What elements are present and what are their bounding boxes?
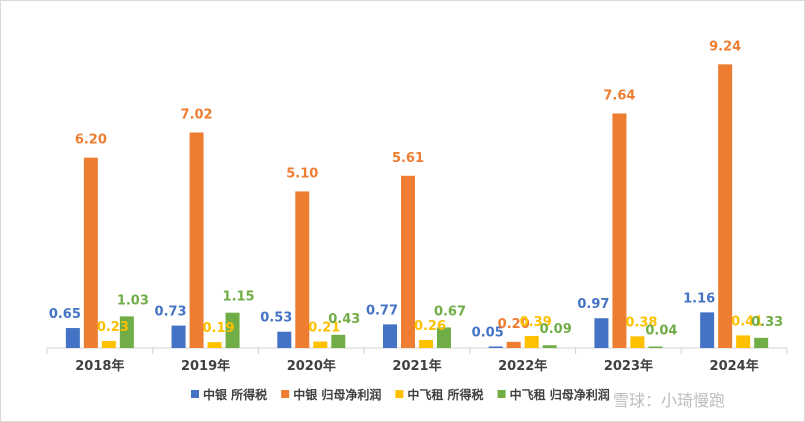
bar-1 — [171, 325, 186, 348]
bar-3 — [207, 342, 222, 348]
bar-3 — [736, 335, 751, 348]
legend: 中银 所得税 中银 归母净利润 中飞租 所得税 中飞租 归母净利润 — [191, 387, 610, 402]
data-label: 6.20 — [75, 133, 107, 148]
bar-2 — [189, 132, 204, 348]
bar-1 — [383, 324, 397, 348]
data-label: 0.38 — [625, 315, 657, 330]
x-tick-label: 2024年 — [710, 358, 759, 374]
x-tick-label: 2021年 — [392, 358, 441, 374]
watermark-text: 雪球：小琦慢跑 — [613, 391, 725, 410]
data-label: 1.16 — [683, 291, 715, 306]
data-label: 5.10 — [286, 166, 318, 181]
data-label: 0.33 — [751, 315, 783, 330]
data-label: 0.97 — [577, 297, 609, 312]
legend-label: 中银 所得税 — [203, 387, 267, 402]
bar-4 — [648, 346, 663, 348]
bar-1 — [65, 328, 80, 348]
legend-label: 中飞租 归母净利润 — [510, 387, 610, 402]
bar-4 — [754, 337, 769, 348]
data-label: 0.05 — [472, 325, 504, 340]
bar-4 — [437, 327, 451, 348]
axis-layer: 2018年 2019年 2020年 2021年 2022年 2023年 2024年 — [46, 347, 788, 374]
data-label: 0.39 — [520, 315, 552, 330]
data-label: 0.73 — [155, 305, 187, 320]
bar-4 — [331, 334, 346, 348]
x-tick-label: 2023年 — [604, 358, 653, 374]
data-label: 0.20 — [498, 317, 530, 332]
bar-2 — [612, 113, 627, 349]
x-tick-label: 2018年 — [75, 358, 124, 374]
bar-4 — [542, 345, 557, 348]
data-label: 0.09 — [540, 322, 572, 337]
x-tick-label: 2019年 — [181, 358, 230, 374]
data-label: 0.53 — [260, 311, 292, 326]
x-tick-label: 2022年 — [498, 358, 547, 374]
data-label: 0.67 — [434, 304, 466, 319]
bar-1 — [700, 312, 715, 348]
legend-label: 中飞租 所得税 — [407, 387, 483, 402]
bar-4 — [119, 316, 134, 348]
bar-3 — [101, 340, 116, 348]
data-label: 0.23 — [97, 320, 129, 335]
bar-3 — [630, 336, 645, 348]
data-label: 5.61 — [392, 151, 424, 166]
bar-4 — [225, 312, 240, 348]
bar-1 — [488, 346, 503, 348]
bar-2 — [83, 157, 98, 348]
data-label: 1.03 — [117, 293, 149, 308]
legend-swatch — [191, 390, 199, 398]
bar-layer — [65, 64, 769, 349]
data-label: 0.43 — [328, 312, 360, 327]
data-label: 1.15 — [223, 290, 255, 305]
bar-2 — [295, 191, 310, 348]
bar-1 — [594, 318, 609, 348]
data-label: 0.26 — [414, 319, 446, 334]
data-label: 0.04 — [645, 324, 677, 339]
bar-3 — [524, 336, 539, 348]
data-label-layer: 0.65 6.20 0.23 1.03 0.73 7.02 0.19 1.15 0.53 5.10… — [49, 39, 783, 340]
bar-2 — [718, 64, 733, 348]
data-label: 0.65 — [49, 307, 81, 322]
bar-2 — [401, 175, 415, 348]
bar-3 — [313, 341, 328, 348]
bar-1 — [277, 331, 292, 348]
legend-swatch — [497, 390, 506, 398]
data-label: 0.19 — [203, 321, 235, 336]
bar-2 — [506, 341, 521, 348]
legend-label: 中银 归母净利润 — [293, 387, 381, 402]
data-label: 0.41 — [731, 314, 763, 329]
data-label: 7.02 — [181, 107, 213, 122]
legend-swatch — [281, 390, 290, 398]
x-tick-label: 2020年 — [287, 358, 336, 374]
data-label: 7.64 — [603, 88, 635, 103]
data-label: 0.77 — [366, 303, 398, 318]
data-label: 0.21 — [308, 321, 340, 336]
bar-3 — [419, 340, 433, 348]
data-label: 9.24 — [709, 39, 741, 54]
legend-swatch — [395, 390, 404, 398]
